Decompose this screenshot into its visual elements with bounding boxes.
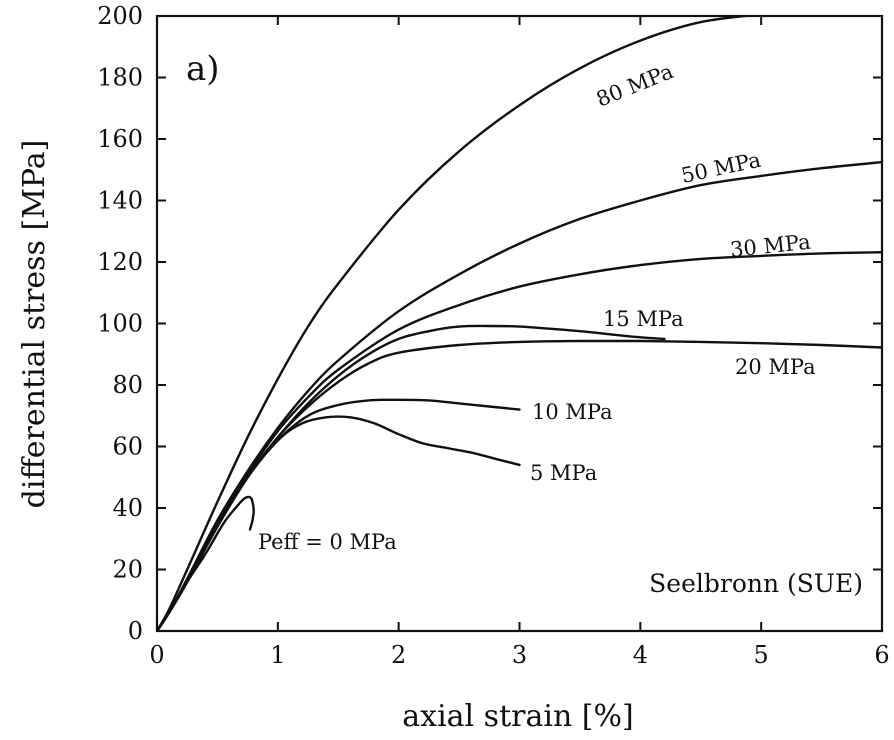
curve-50-mpa (157, 160, 882, 631)
y-tick-label: 180 (97, 64, 143, 92)
label-5-mpa: 5 MPa (530, 461, 597, 485)
label-30-mpa: 30 MPa (729, 230, 812, 262)
x-tick-label: 2 (391, 641, 406, 669)
site-annotation: Seelbronn (SUE) (649, 569, 863, 598)
y-tick-label: 140 (97, 187, 143, 215)
y-tick-label: 80 (112, 371, 143, 399)
label-20-mpa: 20 MPa (735, 355, 816, 379)
label-10-mpa: 10 MPa (532, 400, 613, 424)
data-curves (157, 16, 882, 631)
y-tick-label: 60 (112, 433, 143, 461)
curve-5-mpa (157, 415, 521, 631)
curve-peff-0-mpa (157, 495, 255, 631)
x-tick-label: 3 (512, 641, 527, 669)
x-tick-label: 0 (149, 641, 164, 669)
y-tick-label: 20 (112, 556, 143, 584)
x-tick-label: 1 (270, 641, 285, 669)
y-tick-label: 120 (97, 248, 143, 276)
y-axis-title: differential stress [MPa] (17, 140, 52, 509)
x-tick-label: 6 (874, 641, 889, 669)
x-axis-title: axial strain [%] (402, 699, 633, 734)
label-15-mpa: 15 MPa (603, 307, 684, 331)
label-80-mpa: 80 MPa (593, 59, 677, 111)
curve-80-mpa (157, 16, 759, 631)
x-tick-label: 5 (754, 641, 769, 669)
y-tick-label: 200 (97, 2, 143, 30)
y-tick-label: 40 (112, 494, 143, 522)
x-tick-label: 4 (633, 641, 648, 669)
label-peff-0-mpa: Peff = 0 MPa (258, 530, 397, 554)
y-tick-label: 0 (128, 617, 143, 645)
y-tick-label: 100 (97, 310, 143, 338)
y-tick-label: 160 (97, 125, 143, 153)
panel-label: a) (186, 49, 220, 89)
